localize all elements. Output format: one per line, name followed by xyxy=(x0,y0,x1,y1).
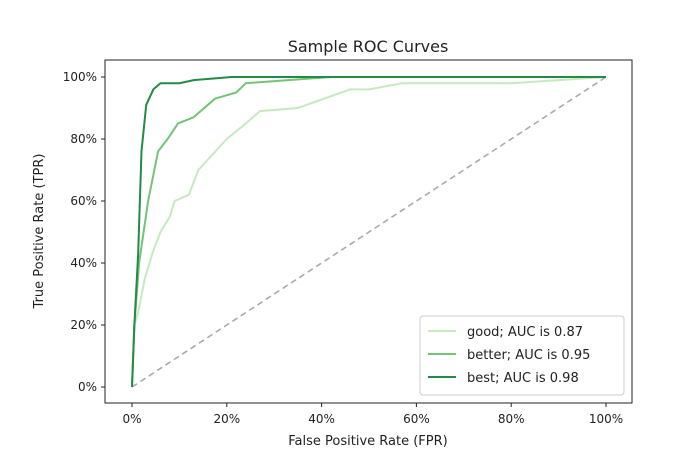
plot-frame xyxy=(104,59,633,404)
y-tick-label: 40% xyxy=(70,256,97,270)
roc-curve-1 xyxy=(131,76,606,388)
legend-label: good; AUC is 0.87 xyxy=(467,325,583,340)
x-tick-label: 20% xyxy=(213,412,240,426)
y-tick-label: 20% xyxy=(70,318,97,332)
reference-diagonal-line xyxy=(131,76,607,388)
legend-box xyxy=(419,315,625,396)
y-tick-label: 100% xyxy=(63,70,97,84)
x-tick-label: 80% xyxy=(498,412,525,426)
y-tick-label: 60% xyxy=(70,194,97,208)
roc-curve-2 xyxy=(131,76,606,388)
y-tick-label: 80% xyxy=(70,132,97,146)
roc-curve-0 xyxy=(131,76,607,388)
x-axis-label: False Positive Rate (FPR) xyxy=(288,434,447,449)
y-tick-label: 0% xyxy=(78,380,97,394)
legend: good; AUC is 0.87 better; AUC is 0.95 best… xyxy=(419,315,625,396)
chart-title: Sample ROC Curves xyxy=(288,37,449,56)
x-tick-label: 100% xyxy=(589,412,623,426)
y-axis-label: True Positive Rate (TPR) xyxy=(32,154,47,310)
legend-label: best; AUC is 0.98 xyxy=(467,371,579,386)
legend-label: better; AUC is 0.95 xyxy=(467,348,590,363)
x-tick-label: 0% xyxy=(122,412,141,426)
x-tick-label: 40% xyxy=(308,412,335,426)
x-tick-label: 60% xyxy=(403,412,430,426)
